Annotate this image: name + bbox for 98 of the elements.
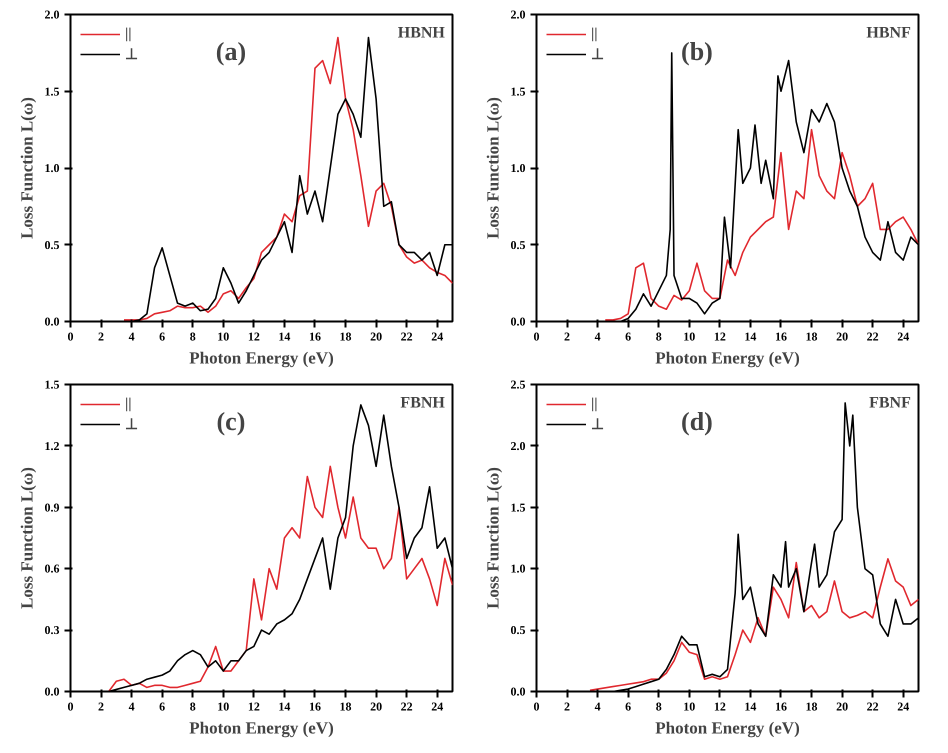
y-tick-label: 0.5 bbox=[44, 238, 60, 252]
x-tick-label: 2 bbox=[564, 330, 570, 344]
x-tick-label: 18 bbox=[806, 700, 818, 714]
y-axis-title: Loss Function L(ω) bbox=[18, 467, 36, 609]
x-tick-label: 16 bbox=[308, 700, 321, 714]
annotation: HBNF bbox=[866, 24, 912, 42]
x-tick-label: 20 bbox=[836, 330, 848, 344]
x-tick-label: 20 bbox=[370, 330, 382, 344]
y-axis-title: Loss Function L(ω) bbox=[18, 97, 36, 239]
legend-label: || bbox=[591, 26, 599, 42]
x-tick-label: 16 bbox=[774, 700, 787, 714]
y-tick-label: 1.0 bbox=[510, 161, 526, 175]
annotation: HBNH bbox=[398, 24, 446, 42]
x-tick-label: 18 bbox=[340, 700, 352, 714]
x-axis-title: Photon Energy (eV) bbox=[655, 718, 800, 738]
x-tick-label: 6 bbox=[625, 330, 632, 344]
x-tick-label: 0 bbox=[68, 700, 74, 714]
annotation: (a) bbox=[216, 36, 246, 66]
y-tick-label: 2.0 bbox=[44, 8, 60, 22]
x-tick-label: 12 bbox=[714, 700, 726, 714]
x-tick-label: 6 bbox=[625, 700, 632, 714]
x-axis-title: Photon Energy (eV) bbox=[189, 348, 334, 368]
y-axis-title: Loss Function L(ω) bbox=[484, 467, 502, 609]
y-tick-label: 0.9 bbox=[44, 500, 60, 514]
x-tick-label: 10 bbox=[683, 700, 696, 714]
x-tick-label: 0 bbox=[68, 330, 74, 344]
x-tick-label: 14 bbox=[744, 700, 756, 714]
y-tick-label: 1.0 bbox=[510, 562, 526, 576]
y-tick-label: 0.0 bbox=[510, 684, 526, 698]
x-tick-label: 24 bbox=[431, 700, 444, 714]
y-tick-label: 1.5 bbox=[44, 84, 60, 98]
x-tick-label: 8 bbox=[190, 700, 196, 714]
x-tick-label: 18 bbox=[806, 330, 818, 344]
annotation: (b) bbox=[681, 36, 713, 66]
x-tick-label: 10 bbox=[217, 330, 230, 344]
x-tick-label: 2 bbox=[564, 700, 570, 714]
y-tick-label: 1.0 bbox=[44, 161, 60, 175]
x-tick-label: 20 bbox=[836, 700, 848, 714]
x-tick-label: 14 bbox=[278, 700, 290, 714]
x-tick-label: 6 bbox=[159, 700, 166, 714]
y-axis-title: Loss Function L(ω) bbox=[484, 97, 502, 239]
x-tick-label: 8 bbox=[190, 330, 196, 344]
y-tick-label: 0.6 bbox=[44, 562, 60, 576]
y-tick-label: 1.2 bbox=[44, 438, 60, 453]
annotation: FBNH bbox=[400, 394, 446, 412]
y-tick-label: 1.5 bbox=[510, 500, 526, 514]
x-tick-label: 6 bbox=[159, 330, 166, 344]
x-tick-label: 20 bbox=[370, 700, 382, 714]
x-tick-label: 2 bbox=[98, 700, 104, 714]
y-tick-label: 0.0 bbox=[44, 314, 60, 328]
x-tick-label: 22 bbox=[400, 700, 413, 714]
x-tick-label: 18 bbox=[340, 330, 352, 344]
legend-label: ⊥ bbox=[125, 46, 139, 64]
annotation: FBNF bbox=[869, 394, 912, 412]
legend-label: ⊥ bbox=[125, 416, 139, 434]
legend-label: || bbox=[125, 26, 133, 42]
x-axis-title: Photon Energy (eV) bbox=[655, 348, 800, 368]
y-tick-label: 2.0 bbox=[510, 8, 526, 22]
x-tick-label: 24 bbox=[897, 330, 910, 344]
x-tick-label: 4 bbox=[594, 700, 601, 714]
x-tick-label: 24 bbox=[431, 330, 444, 344]
x-tick-label: 0 bbox=[534, 700, 540, 714]
x-tick-label: 10 bbox=[683, 330, 696, 344]
x-tick-label: 22 bbox=[866, 700, 879, 714]
annotation: (d) bbox=[681, 406, 713, 436]
y-tick-label: 0.0 bbox=[44, 684, 60, 698]
x-tick-label: 16 bbox=[774, 330, 787, 344]
x-tick-label: 14 bbox=[278, 330, 290, 344]
x-tick-label: 2 bbox=[98, 330, 104, 344]
legend-label: || bbox=[125, 396, 133, 412]
x-tick-label: 4 bbox=[594, 330, 601, 344]
x-tick-label: 10 bbox=[217, 700, 230, 714]
annotation: (c) bbox=[216, 406, 246, 436]
x-axis-title: Photon Energy (eV) bbox=[189, 718, 334, 738]
legend-label: || bbox=[591, 396, 599, 412]
legend-label: ⊥ bbox=[591, 416, 605, 434]
legend-label: ⊥ bbox=[591, 46, 605, 64]
x-tick-label: 16 bbox=[308, 330, 321, 344]
x-tick-label: 22 bbox=[400, 330, 413, 344]
x-tick-label: 14 bbox=[744, 330, 756, 344]
y-tick-label: 1.5 bbox=[510, 84, 526, 98]
y-tick-label: 2.0 bbox=[510, 438, 526, 453]
x-tick-label: 4 bbox=[128, 700, 135, 714]
y-tick-label: 0.5 bbox=[510, 238, 526, 252]
y-tick-label: 0.5 bbox=[510, 623, 526, 638]
x-tick-label: 0 bbox=[534, 330, 540, 344]
y-tick-label: 0.3 bbox=[44, 623, 60, 638]
y-tick-label: 1.5 bbox=[44, 378, 60, 392]
y-tick-label: 2.5 bbox=[510, 378, 526, 392]
x-tick-label: 12 bbox=[248, 700, 260, 714]
x-tick-label: 12 bbox=[714, 330, 726, 344]
x-tick-label: 22 bbox=[866, 330, 879, 344]
x-tick-label: 8 bbox=[656, 700, 662, 714]
x-tick-label: 12 bbox=[248, 330, 260, 344]
x-tick-label: 8 bbox=[656, 330, 662, 344]
y-tick-label: 0.0 bbox=[510, 314, 526, 328]
x-tick-label: 4 bbox=[128, 330, 135, 344]
x-tick-label: 24 bbox=[897, 700, 910, 714]
